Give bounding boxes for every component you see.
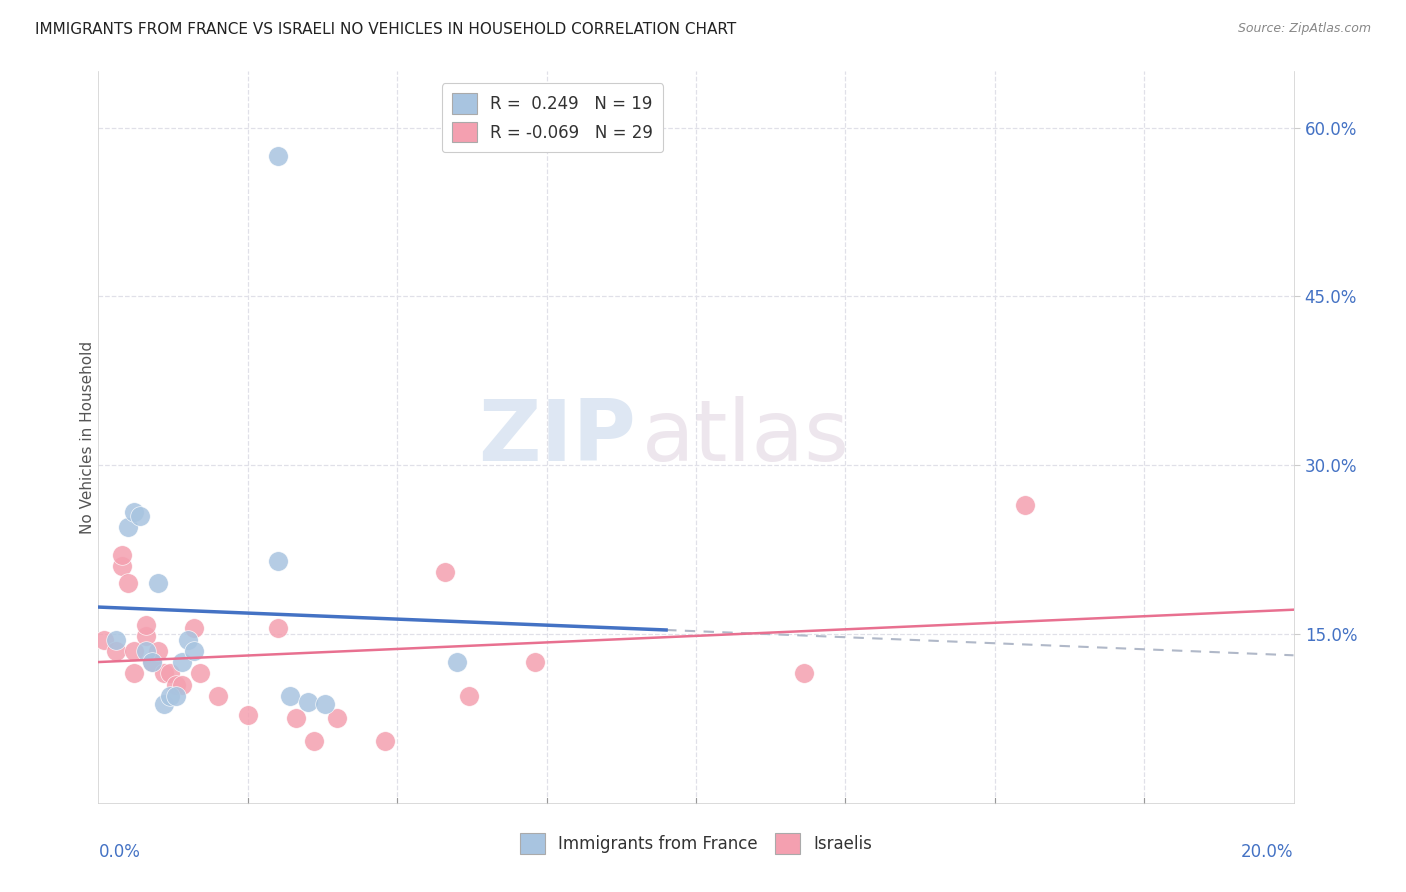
Text: IMMIGRANTS FROM FRANCE VS ISRAELI NO VEHICLES IN HOUSEHOLD CORRELATION CHART: IMMIGRANTS FROM FRANCE VS ISRAELI NO VEH… (35, 22, 737, 37)
Point (1014, 498, 1036, 512)
Point (105, 644, 128, 658)
Y-axis label: No Vehicles in Household: No Vehicles in Household (80, 341, 94, 533)
Text: 0.0%: 0.0% (98, 843, 141, 861)
Point (159, 689, 181, 703)
Text: ZIP: ZIP (478, 395, 637, 479)
Legend: Immigrants from France, Israelis: Immigrants from France, Israelis (513, 827, 879, 860)
Point (458, 689, 481, 703)
Text: 20.0%: 20.0% (1241, 843, 1294, 861)
Point (523, 655, 546, 669)
Point (446, 655, 468, 669)
Point (165, 689, 187, 703)
Point (236, 708, 259, 723)
Point (111, 548, 134, 562)
Point (267, 149, 290, 163)
Point (207, 689, 229, 703)
Point (129, 508, 152, 523)
Point (117, 520, 139, 534)
Point (172, 655, 194, 669)
Point (105, 632, 128, 647)
Point (153, 697, 176, 711)
Point (315, 697, 337, 711)
Point (93, 632, 115, 647)
Point (793, 666, 815, 681)
Point (284, 711, 307, 725)
Point (153, 666, 176, 681)
Point (278, 689, 301, 703)
Point (302, 734, 325, 748)
Point (177, 632, 200, 647)
Point (434, 565, 457, 579)
Point (159, 666, 181, 681)
Point (141, 655, 163, 669)
Point (148, 576, 170, 591)
Point (188, 666, 211, 681)
Text: Source: ZipAtlas.com: Source: ZipAtlas.com (1237, 22, 1371, 36)
Point (183, 644, 205, 658)
Point (297, 694, 319, 708)
Point (267, 554, 290, 568)
Point (135, 629, 157, 643)
Point (148, 644, 170, 658)
Point (117, 576, 139, 591)
Point (124, 644, 146, 658)
Point (124, 666, 146, 681)
Text: atlas: atlas (643, 395, 851, 479)
Point (183, 621, 205, 635)
Point (172, 678, 194, 692)
Point (374, 734, 396, 748)
Point (135, 618, 157, 632)
Point (124, 506, 146, 520)
Point (267, 621, 290, 635)
Point (165, 678, 187, 692)
Point (141, 655, 163, 669)
Point (326, 711, 349, 725)
Point (135, 644, 157, 658)
Point (111, 559, 134, 574)
